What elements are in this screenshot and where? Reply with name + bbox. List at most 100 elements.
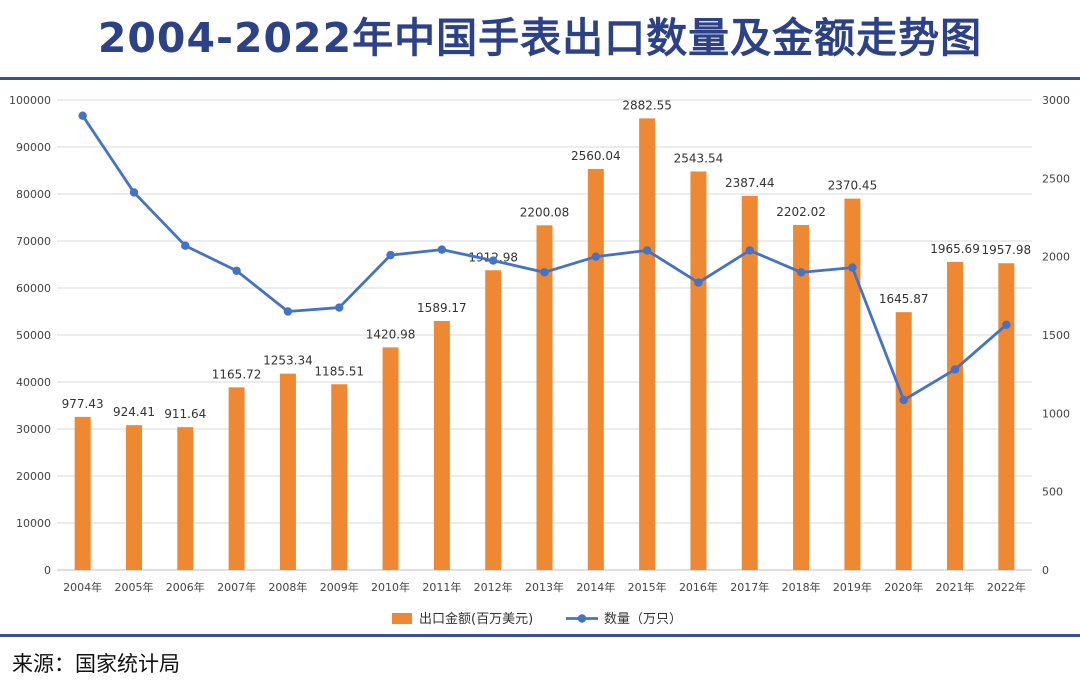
x-tick-label: 2013年 (525, 580, 564, 594)
bar-series (74, 118, 1015, 571)
left-tick-label: 80000 (16, 188, 51, 201)
right-tick-label: 2000 (1042, 251, 1070, 264)
bar-value-label: 1165.72 (212, 367, 262, 381)
left-tick-label: 50000 (16, 329, 51, 342)
bar-value-label: 924.41 (113, 405, 155, 419)
chart-area: 0100002000030000400005000060000700008000… (9, 94, 1070, 627)
line-point (642, 246, 652, 255)
x-tick-label: 2006年 (166, 580, 205, 594)
left-tick-label: 0 (44, 564, 51, 577)
line-point (540, 268, 549, 277)
bar (793, 225, 810, 571)
x-tick-label: 2014年 (576, 580, 615, 594)
right-tick-label: 0 (1042, 564, 1049, 577)
bar-value-label: 977.43 (62, 397, 104, 411)
x-tick-label: 2011年 (422, 580, 461, 594)
x-tick-label: 2018年 (782, 580, 821, 594)
line-point (232, 266, 241, 275)
bar-value-label: 2882.55 (622, 98, 672, 112)
bar-value-label: 2560.04 (571, 149, 621, 163)
x-tick-label: 2021年 (936, 580, 975, 594)
legend-line-label: 数量（万只） (604, 612, 682, 627)
line-point (488, 256, 498, 265)
line-point (283, 307, 293, 316)
x-tick-label: 2016年 (679, 580, 718, 594)
bar (947, 262, 964, 570)
line-point (899, 395, 908, 405)
left-tick-label: 70000 (16, 235, 51, 248)
left-tick-label: 90000 (16, 141, 51, 154)
bar-value-label: 2387.44 (725, 176, 775, 190)
x-tick-label: 2008年 (268, 580, 307, 594)
bar-value-label: 911.64 (164, 407, 206, 421)
left-tick-label: 100000 (9, 94, 51, 107)
x-tick-label: 2004年 (63, 580, 102, 594)
x-tick-label: 2015年 (628, 580, 667, 594)
bar (125, 425, 142, 570)
bar (279, 373, 296, 570)
right-tick-label: 1000 (1042, 407, 1070, 420)
legend-bar-label: 出口金额(百万美元) (419, 611, 533, 627)
bar (382, 347, 399, 570)
line-point (694, 278, 703, 287)
line-point (950, 365, 960, 374)
x-axis-labels: 2004年 2005年 2006年 2007年 2008年 2009年 2010年 2011年… (63, 580, 1026, 594)
bar (895, 312, 912, 570)
x-tick-label: 2022年 (987, 580, 1026, 594)
bar (433, 321, 450, 570)
bar-value-label: 2543.54 (674, 152, 724, 166)
line-series (78, 111, 1011, 405)
line-point (437, 245, 447, 254)
right-tick-label: 3000 (1042, 94, 1070, 107)
x-tick-label: 2005年 (114, 580, 153, 594)
line-point (386, 250, 395, 260)
line-point (335, 303, 344, 312)
line-point (181, 241, 190, 250)
bar (331, 384, 348, 570)
x-tick-label: 2019年 (833, 580, 872, 594)
bar (74, 416, 91, 570)
bar (998, 263, 1015, 570)
line-point (1002, 320, 1011, 330)
line-point (745, 246, 754, 255)
right-tick-label: 1500 (1042, 329, 1070, 342)
bar (587, 168, 604, 570)
x-tick-label: 2017年 (730, 580, 769, 594)
bar-value-label: 1645.87 (879, 292, 929, 306)
line-point (796, 268, 806, 277)
top-divider (0, 77, 1080, 80)
bar-value-label: 1957.98 (982, 243, 1032, 257)
line-point (848, 263, 857, 272)
x-tick-label: 2012年 (474, 580, 513, 594)
right-axis-ticks: 0 500 1000 1500 2000 2500 3000 (1042, 94, 1070, 577)
bottom-divider (0, 634, 1080, 637)
bar-value-label: 1965.69 (930, 242, 980, 256)
x-tick-label: 2020年 (884, 580, 923, 594)
line-point (78, 111, 87, 120)
bar-value-label: 2202.02 (776, 205, 826, 219)
grid-lines (57, 99, 1032, 571)
legend-bar-swatch (392, 613, 412, 624)
bar (228, 387, 245, 570)
bar (690, 171, 707, 570)
bar-value-label: 1420.98 (366, 327, 416, 341)
line-point (129, 188, 139, 197)
x-tick-label: 2010年 (371, 580, 410, 594)
bar (741, 195, 758, 571)
bar (844, 198, 861, 570)
bar-value-label: 1253.34 (263, 354, 313, 368)
legend-line-marker (577, 614, 587, 623)
legend: 出口金额(百万美元) 数量（万只） (392, 611, 682, 627)
bar-value-label: 1185.51 (314, 364, 364, 378)
left-axis-ticks: 0 10000 20000 30000 40000 50000 60000 70000 8000… (9, 94, 51, 577)
bar-value-label: 2370.45 (828, 179, 878, 193)
left-tick-label: 40000 (16, 376, 51, 389)
x-tick-label: 2007年 (217, 580, 256, 594)
right-tick-label: 500 (1042, 486, 1063, 499)
line-point (591, 252, 601, 261)
left-tick-label: 10000 (16, 517, 51, 530)
bar (177, 427, 194, 570)
chart-title: 2004-2022年中国手表出口数量及金额走势图 (97, 14, 983, 62)
right-tick-label: 2500 (1042, 172, 1070, 185)
left-tick-label: 20000 (16, 470, 51, 483)
